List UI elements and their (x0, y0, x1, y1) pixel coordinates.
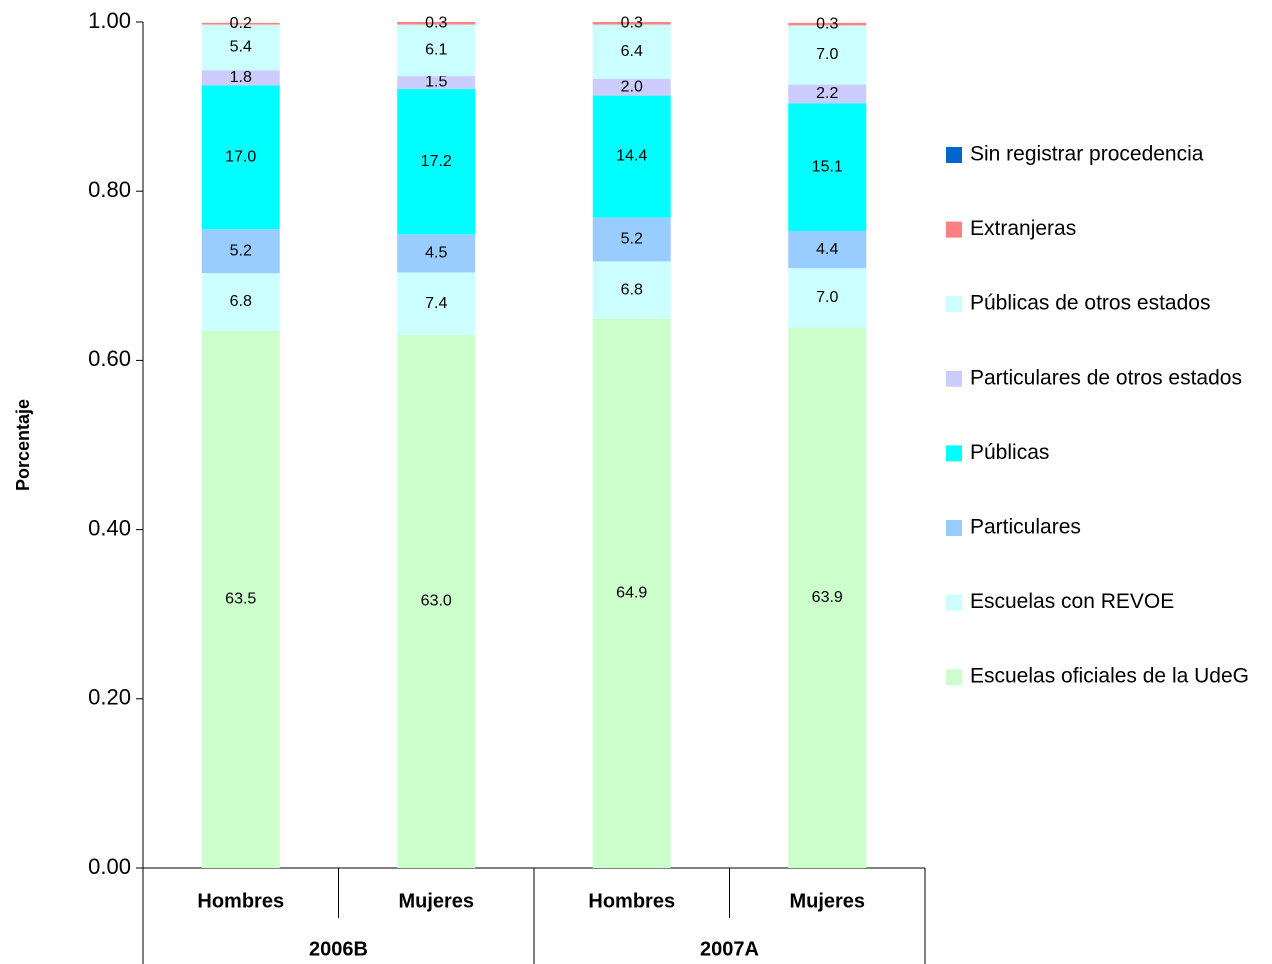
data-label: 5.4 (230, 39, 252, 56)
x-tick-label: Hombres (588, 890, 675, 912)
data-label: 6.8 (230, 293, 252, 310)
data-label: 14.4 (616, 148, 647, 165)
bar-segment (592, 78, 671, 96)
bar-segment (788, 230, 867, 269)
data-label: 64.9 (616, 585, 647, 602)
y-tick-label: 0.20 (88, 685, 131, 710)
bar-segment (788, 268, 867, 328)
bar-segment (788, 22, 867, 26)
data-label: 6.1 (425, 42, 447, 59)
legend-label: Sin registrar procedencia (970, 143, 1204, 166)
bar-segment (788, 84, 867, 104)
x-tick-label: Mujeres (398, 890, 474, 912)
legend-label: Escuelas con REVOE (970, 590, 1174, 613)
group-label: 2007A (700, 938, 759, 960)
bar-segment (397, 88, 476, 235)
data-label: 0.3 (816, 15, 838, 32)
data-label: 1.8 (230, 69, 252, 86)
legend-label: Particulares de otros estados (970, 366, 1242, 389)
data-label: 7.0 (816, 289, 838, 306)
legend-label: Públicas (970, 441, 1049, 464)
data-label: 63.9 (812, 589, 843, 606)
bar-segment (201, 330, 280, 868)
data-label: 4.5 (425, 245, 447, 262)
legend-swatch (946, 221, 962, 238)
bar-segment (397, 76, 476, 89)
bar-segment (201, 24, 280, 71)
bar-segment (201, 229, 280, 274)
data-label: 0.3 (425, 14, 447, 31)
bar-segment (788, 103, 867, 231)
bar-segment (201, 85, 280, 230)
bar-segment (201, 273, 280, 331)
data-label: 7.4 (425, 295, 447, 312)
y-axis-label: Porcentaje (13, 399, 33, 491)
data-label: 0.3 (621, 14, 643, 31)
data-label: 0.2 (230, 15, 252, 32)
bar-segment (397, 272, 476, 336)
x-tick-label: Mujeres (789, 890, 865, 912)
data-label: 2.2 (816, 85, 838, 102)
legend-swatch (946, 520, 962, 536)
data-label: 5.2 (621, 231, 643, 248)
bar-segment (397, 22, 476, 25)
legend-swatch (946, 147, 962, 163)
legend-label: Particulares (970, 516, 1081, 539)
legend-swatch (946, 594, 962, 611)
bar-segment (592, 318, 671, 868)
data-label: 15.1 (812, 158, 843, 175)
bar-segment (397, 335, 476, 868)
data-label: 63.0 (421, 593, 452, 610)
y-tick-label: 0.80 (88, 177, 131, 202)
data-label: 6.4 (621, 43, 643, 60)
data-label: 7.0 (816, 46, 838, 63)
bar-segment (592, 95, 671, 218)
bar-segment (788, 25, 867, 85)
bar-segment (788, 327, 867, 868)
legend-swatch (946, 296, 962, 313)
legend-swatch (946, 669, 962, 686)
data-label: 4.4 (816, 241, 838, 258)
bar-segment (397, 24, 476, 77)
data-label: 1.5 (425, 74, 447, 91)
y-tick-label: 0.60 (88, 346, 131, 371)
legend-label: Extranjeras (970, 217, 1076, 240)
data-label: 17.0 (225, 149, 256, 166)
y-tick-label: 0.00 (88, 854, 131, 879)
x-tick-label: Hombres (197, 890, 284, 912)
bar-segment (201, 22, 280, 25)
bar-segment (592, 22, 671, 25)
data-label: 2.0 (621, 78, 643, 95)
bar-segment (397, 234, 476, 273)
y-tick-label: 0.40 (88, 515, 131, 540)
bar-segment (201, 70, 280, 86)
bar-segment (592, 261, 671, 319)
data-label: 5.2 (230, 242, 252, 259)
y-tick-label: 1.00 (88, 8, 131, 33)
data-label: 17.2 (421, 153, 452, 170)
data-label: 6.8 (621, 281, 643, 298)
legend-swatch (946, 370, 962, 387)
data-label: 63.5 (225, 591, 256, 608)
bar-segment (592, 217, 671, 262)
legend-label: Escuelas oficiales de la UdeG (970, 665, 1249, 688)
group-label: 2006B (309, 938, 368, 960)
bar-segment (592, 24, 671, 79)
legend-label: Públicas de otros estados (970, 292, 1210, 315)
legend-swatch (946, 445, 962, 462)
